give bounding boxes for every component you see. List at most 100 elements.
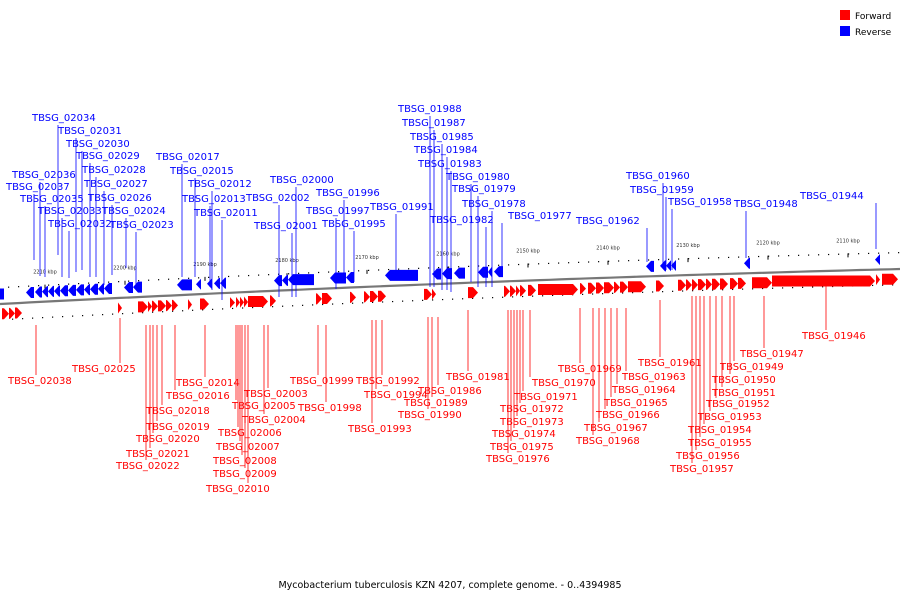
reverse-gene-label: TBSG_02011: [193, 208, 258, 219]
minor-tick-top: [48, 284, 50, 286]
forward-gene-arrow: [158, 300, 166, 312]
forward-gene-arrow: [9, 307, 15, 319]
reverse-gene-label: TBSG_01996: [315, 188, 380, 199]
reverse-gene-label: TBSG_02033: [37, 206, 102, 217]
forward-gene-arrow: [118, 302, 122, 314]
reverse-gene-arrow: [488, 266, 492, 278]
minor-tick-bottom: [502, 296, 504, 298]
forward-gene-label: TBSG_01965: [603, 398, 668, 409]
minor-tick-top: [8, 286, 10, 288]
forward-gene-label: TBSG_01961: [637, 358, 702, 369]
minor-tick-bottom: [722, 289, 724, 291]
minor-tick-top: [568, 262, 570, 264]
forward-gene-arrow: [152, 300, 158, 312]
minor-tick-top: [558, 262, 560, 264]
forward-gene-label: TBSG_01946: [801, 331, 866, 342]
reverse-gene-arrow: [68, 284, 76, 296]
reverse-gene-label: TBSG_02002: [245, 193, 310, 204]
reverse-gene-arrow: [666, 260, 671, 272]
minor-tick-bottom: [82, 315, 84, 317]
minor-tick-top: [728, 256, 730, 259]
minor-tick-bottom: [552, 294, 554, 297]
reverse-gene-label: TBSG_01962: [575, 216, 640, 227]
legend-reverse-swatch: [840, 26, 850, 36]
minor-tick-bottom: [202, 309, 204, 311]
minor-tick-bottom: [872, 284, 874, 287]
reverse-gene-label: TBSG_02037: [5, 182, 70, 193]
minor-tick-top: [238, 275, 240, 277]
forward-gene-arrow: [172, 299, 178, 311]
forward-gene-label: TBSG_01955: [687, 438, 752, 449]
scale-tick-label: 2140 kbp: [596, 246, 620, 252]
minor-tick-bottom: [452, 298, 454, 300]
forward-gene-arrow: [528, 284, 536, 296]
forward-gene-label: TBSG_02006: [217, 428, 282, 439]
forward-gene-arrow: [738, 277, 746, 289]
minor-tick-bottom: [312, 304, 314, 306]
forward-gene-label: TBSG_01990: [397, 410, 462, 421]
forward-gene-arrow: [730, 278, 738, 290]
minor-tick-top: [838, 253, 840, 255]
scale-tick-label: 2120 kbp: [756, 241, 780, 247]
forward-gene-arrow: [138, 301, 148, 313]
reverse-gene-label: TBSG_02028: [81, 165, 146, 176]
minor-tick-bottom: [752, 288, 754, 290]
forward-gene-arrow: [468, 287, 478, 299]
minor-tick-bottom: [382, 301, 384, 303]
minor-tick-bottom: [122, 313, 124, 315]
minor-tick-top: [458, 266, 460, 268]
forward-gene-arrow: [772, 275, 875, 287]
scale-tick-label: 2150 kbp: [516, 249, 540, 255]
minor-tick-bottom: [742, 288, 744, 290]
reverse-gene-arrow: [42, 286, 48, 298]
minor-tick-bottom: [782, 287, 784, 289]
minor-tick-top: [708, 257, 710, 259]
forward-gene-label: TBSG_01968: [575, 436, 640, 447]
minor-tick-top: [878, 252, 880, 254]
reverse-gene-arrow: [478, 266, 488, 278]
minor-tick-bottom: [622, 292, 624, 294]
minor-tick-top: [618, 260, 620, 262]
reverse-gene-label: TBSG_02023: [109, 220, 174, 231]
forward-gene-label: TBSG_01952: [705, 399, 770, 410]
minor-tick-bottom: [12, 318, 14, 320]
minor-tick-bottom: [392, 300, 394, 303]
reverse-gene-label: TBSG_01959: [629, 185, 694, 196]
forward-gene-label: TBSG_02018: [145, 406, 210, 417]
reverse-gene-arrow: [26, 286, 34, 298]
reverse-gene-arrow: [35, 286, 42, 298]
forward-gene-arrow: [270, 295, 276, 307]
forward-gene-label: TBSG_02020: [135, 434, 200, 445]
forward-gene-arrow: [370, 291, 378, 303]
forward-gene-label: TBSG_02010: [205, 484, 270, 495]
minor-tick-top: [178, 278, 180, 280]
forward-gene-label: TBSG_01947: [739, 349, 804, 360]
forward-gene-arrow: [148, 301, 152, 312]
minor-tick-top: [578, 261, 580, 263]
minor-tick-top: [68, 283, 70, 285]
minor-tick-bottom: [142, 312, 144, 314]
minor-tick-top: [768, 255, 770, 257]
minor-tick-top: [18, 286, 20, 288]
minor-tick-top: [888, 252, 890, 254]
minor-tick-top: [118, 281, 120, 283]
reverse-gene-label: TBSG_02032: [47, 219, 112, 230]
forward-gene-arrow: [2, 308, 9, 320]
forward-gene-label: TBSG_02021: [125, 449, 190, 460]
reverse-gene-arrow: [494, 266, 503, 278]
minor-tick-top: [788, 255, 790, 257]
forward-gene-label: TBSG_01992: [355, 376, 420, 387]
reverse-gene-label: TBSG_02017: [155, 152, 220, 163]
minor-tick-bottom: [462, 298, 464, 300]
minor-tick-top: [348, 270, 350, 272]
reverse-gene-arrow: [288, 274, 314, 286]
minor-tick-bottom: [152, 311, 154, 313]
forward-gene-label: TBSG_01953: [697, 412, 762, 423]
reverse-gene-arrow: [90, 283, 98, 295]
reverse-gene-label: TBSG_01997: [305, 206, 370, 217]
reverse-gene-arrow: [76, 284, 84, 296]
forward-gene-label: TBSG_01973: [499, 417, 564, 428]
reverse-gene-label: TBSG_01977: [507, 211, 572, 222]
